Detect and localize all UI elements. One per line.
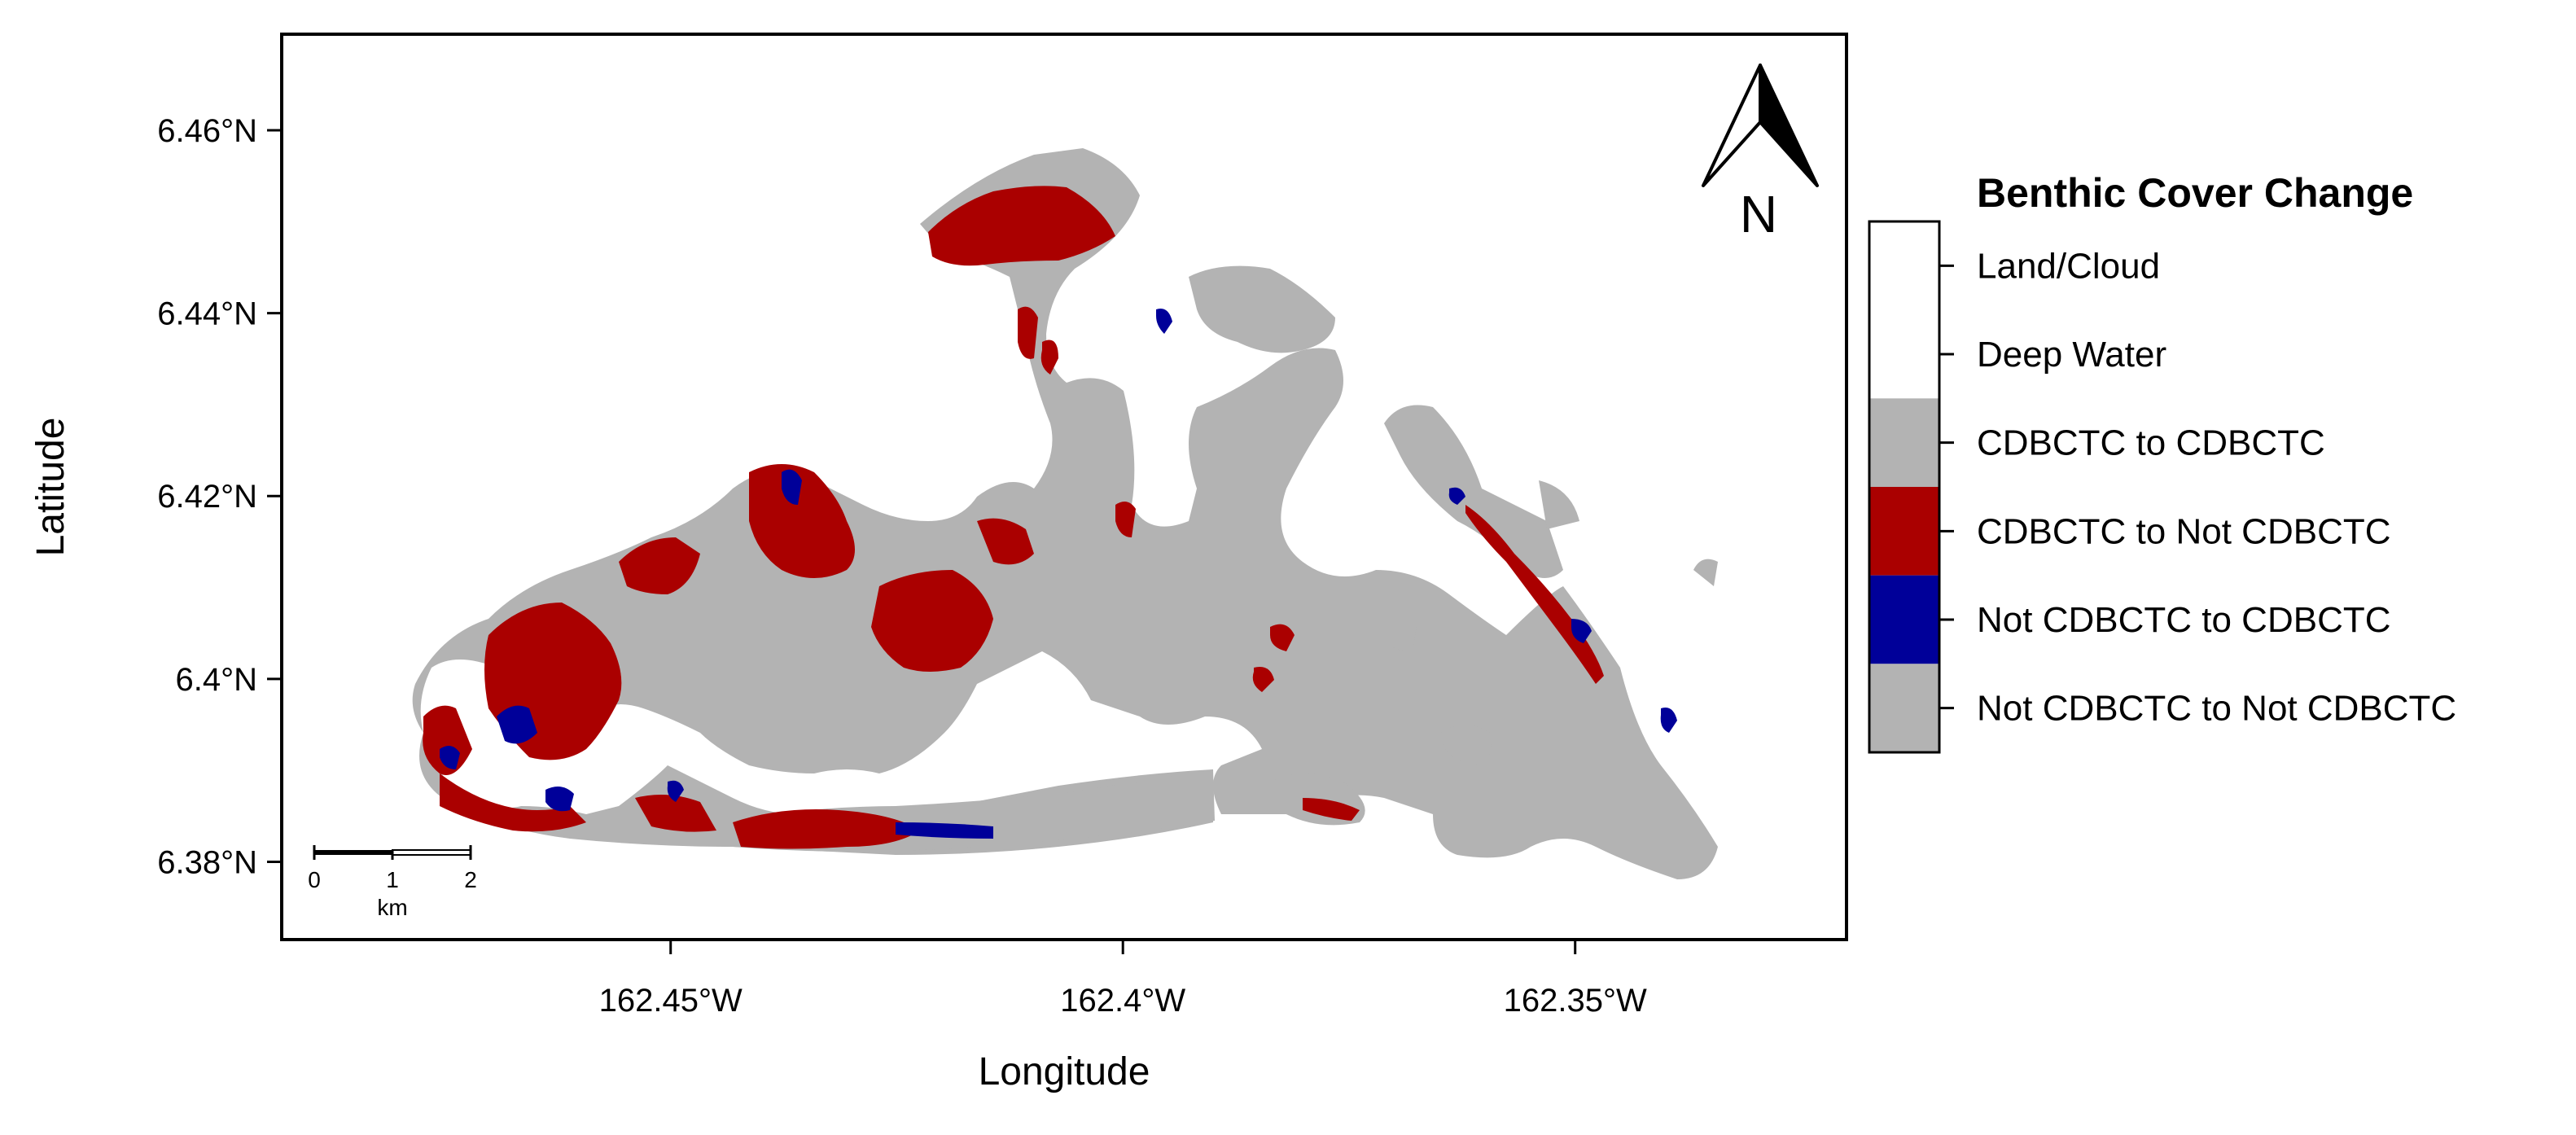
y-axis-title: Latitude <box>29 418 72 557</box>
y-tick-label: 6.44°N <box>157 296 257 332</box>
scale-unit: km <box>377 895 407 920</box>
x-tick-label: 162.45°W <box>599 983 743 1019</box>
longitude-axis: 162.45°W 162.4°W 162.35°W <box>599 940 1647 1019</box>
legend-swatch <box>1869 664 1939 752</box>
north-label: N <box>1740 185 1777 243</box>
legend-swatch <box>1869 221 1939 310</box>
north-arrow: N <box>1702 64 1819 243</box>
legend-label: Deep Water <box>1977 335 2166 375</box>
y-tick-label: 6.4°N <box>176 662 258 698</box>
scale-tick-2: 2 <box>464 867 477 892</box>
scale-tick-0: 0 <box>308 867 321 892</box>
latitude-axis: 6.46°N 6.44°N 6.42°N 6.4°N 6.38°N <box>157 113 282 881</box>
legend: Benthic Cover Change Land/Cloud Deep Wate… <box>1868 170 2456 754</box>
y-tick-label: 6.46°N <box>157 113 257 149</box>
legend-label: CDBCTC to CDBCTC <box>1977 423 2325 463</box>
atoll-reef-area <box>412 148 1719 879</box>
x-tick-label: 162.4°W <box>1060 983 1185 1019</box>
x-axis-title: Longitude <box>979 1050 1150 1093</box>
legend-swatch <box>1869 398 1939 487</box>
legend-swatches <box>1869 221 1939 752</box>
legend-label: CDBCTC to Not CDBCTC <box>1977 511 2391 551</box>
legend-label: Not CDBCTC to CDBCTC <box>1977 600 2391 640</box>
y-tick-label: 6.42°N <box>157 479 257 515</box>
legend-frame <box>1868 220 1941 754</box>
legend-label: Not CDBCTC to Not CDBCTC <box>1977 689 2456 729</box>
legend-labels: Land/Cloud Deep Water CDBCTC to CDBCTC CDBC… <box>1939 246 2456 729</box>
scale-bar: 0 1 2 km <box>308 845 477 920</box>
legend-swatch <box>1869 575 1939 664</box>
legend-label: Land/Cloud <box>1977 246 2160 286</box>
legend-swatch <box>1869 487 1939 576</box>
legend-swatch <box>1869 309 1939 399</box>
scale-tick-1: 1 <box>386 867 399 892</box>
x-tick-label: 162.35°W <box>1504 983 1647 1019</box>
legend-title: Benthic Cover Change <box>1977 170 2413 216</box>
y-tick-label: 6.38°N <box>157 845 257 881</box>
